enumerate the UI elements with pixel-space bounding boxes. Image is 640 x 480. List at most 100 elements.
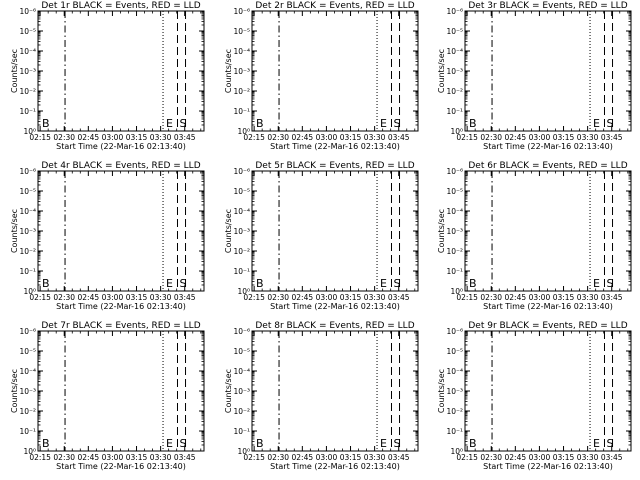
marker-label-e: E [166,277,173,290]
plot-frame [37,10,205,132]
x-tick-label: 03:45 [388,453,410,462]
x-tick-label: 02:15 [29,133,51,142]
y-tick-label: 10⁻³ [233,387,250,396]
y-tick-label: 10⁻³ [233,227,250,236]
x-tick-label: 03:30 [150,293,172,302]
y-tick-label: 10⁻⁵ [233,27,250,36]
y-tick-label: 10⁰ [23,127,36,136]
y-tick-label: 10⁻² [19,87,36,96]
x-tick-label: 03:15 [126,453,148,462]
x-tick-label: 03:00 [102,293,124,302]
x-tick-label: 02:15 [456,133,478,142]
y-tick-label: 10⁻⁴ [446,207,463,216]
plot-frame [251,10,419,132]
y-axis-label: Counts/sec [437,369,446,413]
y-tick-label: 10⁻¹ [19,107,36,116]
marker-label-b: B [42,277,50,290]
x-tick-label: 03:45 [601,453,623,462]
y-axis-label: Counts/sec [224,49,233,93]
y-tick-label: 10⁻³ [446,227,463,236]
y-tick-label: 10⁻¹ [19,267,36,276]
y-tick-label: 10⁻⁶ [446,167,463,176]
panel-7: Det 7r BLACK = Events, RED = LLD 10⁰ 10⁻¹ 1… [10,321,205,471]
panel-title: Det 2r BLACK = Events, RED = LLD [255,1,414,11]
y-tick-label: 10⁰ [237,127,250,136]
y-tick-label: 10⁻⁴ [19,367,36,376]
x-axis-label: Start Time (22-Mar-16 02:13:40) [56,462,186,471]
panel-8: Det 8r BLACK = Events, RED = LLD 10⁰ 10⁻¹ 1… [224,321,419,471]
y-tick-label: 10⁻⁵ [233,347,250,356]
marker-label-s: S [606,437,613,450]
marker-label-s: S [393,437,400,450]
panel-title: Det 9r BLACK = Events, RED = LLD [468,321,627,331]
x-tick-label: 02:45 [78,133,100,142]
x-tick-label: 02:15 [29,293,51,302]
y-tick-label: 10⁻⁵ [19,27,36,36]
y-tick-label: 10⁻⁶ [233,7,250,16]
y-tick-label: 10⁻¹ [233,107,250,116]
y-tick-label: 10⁻² [233,407,250,416]
panel-4: Det 4r BLACK = Events, RED = LLD 10⁰ 10⁻¹ 1… [10,161,205,311]
x-tick-label: 03:45 [174,293,196,302]
x-axis-label: Start Time (22-Mar-16 02:13:40) [270,302,400,311]
x-tick-label: 03:15 [126,133,148,142]
marker-label-s: S [606,117,613,130]
y-tick-label: 10⁻⁴ [446,367,463,376]
x-tick-label: 03:30 [577,133,599,142]
plot-frame [37,330,205,452]
plot-frame [251,330,419,452]
marker-label-e: E [380,277,387,290]
marker-label-e: E [380,437,387,450]
x-tick-label: 03:15 [553,133,575,142]
x-tick-label: 03:00 [529,453,551,462]
plot-frame [464,330,632,452]
panel-title: Det 3r BLACK = Events, RED = LLD [468,1,627,11]
marker-label-e: E [593,117,600,130]
marker-label-b: B [256,117,264,130]
y-tick-label: 10⁻³ [19,227,36,236]
x-tick-label: 02:30 [480,293,502,302]
marker-label-b: B [256,277,264,290]
x-tick-label: 03:00 [102,453,124,462]
y-tick-label: 10⁻² [446,407,463,416]
x-tick-label: 02:45 [292,133,314,142]
y-tick-label: 10⁻¹ [446,427,463,436]
x-tick-label: 03:30 [150,453,172,462]
y-tick-label: 10⁻⁵ [446,347,463,356]
y-tick-label: 10⁻² [233,247,250,256]
plot-frame [37,170,205,292]
y-tick-label: 10⁻⁶ [446,7,463,16]
panel-title: Det 7r BLACK = Events, RED = LLD [41,321,200,331]
marker-label-b: B [469,117,477,130]
y-tick-label: 10⁰ [237,447,250,456]
y-tick-label: 10⁻¹ [446,107,463,116]
x-tick-label: 03:45 [174,453,196,462]
y-tick-label: 10⁰ [450,287,463,296]
marker-label-s: S [606,277,613,290]
panel-title: Det 1r BLACK = Events, RED = LLD [41,1,200,11]
x-tick-label: 03:00 [316,293,338,302]
y-tick-label: 10⁰ [23,447,36,456]
x-tick-label: 02:45 [505,293,527,302]
x-tick-label: 03:30 [364,453,386,462]
marker-label-e: E [593,437,600,450]
panel-3: Det 3r BLACK = Events, RED = LLD 10⁰ 10⁻¹ 1… [437,1,632,151]
marker-label-s: S [393,277,400,290]
x-tick-label: 02:45 [505,453,527,462]
y-tick-label: 10⁻⁵ [233,187,250,196]
y-tick-label: 10⁻² [233,87,250,96]
x-axis-label: Start Time (22-Mar-16 02:13:40) [483,462,613,471]
y-axis-label: Counts/sec [224,369,233,413]
x-tick-label: 03:30 [577,293,599,302]
y-tick-label: 10⁻¹ [233,267,250,276]
x-tick-label: 02:30 [267,293,289,302]
y-tick-label: 10⁻¹ [446,267,463,276]
panel-1: Det 1r BLACK = Events, RED = LLD 10⁰ 10⁻¹ 1… [10,1,205,151]
y-tick-label: 10⁻² [446,247,463,256]
x-tick-label: 02:45 [78,293,100,302]
y-tick-label: 10⁻³ [19,67,36,76]
y-tick-label: 10⁻⁶ [233,167,250,176]
x-tick-label: 02:15 [243,133,265,142]
x-tick-label: 03:15 [340,293,362,302]
x-tick-label: 03:30 [150,133,172,142]
